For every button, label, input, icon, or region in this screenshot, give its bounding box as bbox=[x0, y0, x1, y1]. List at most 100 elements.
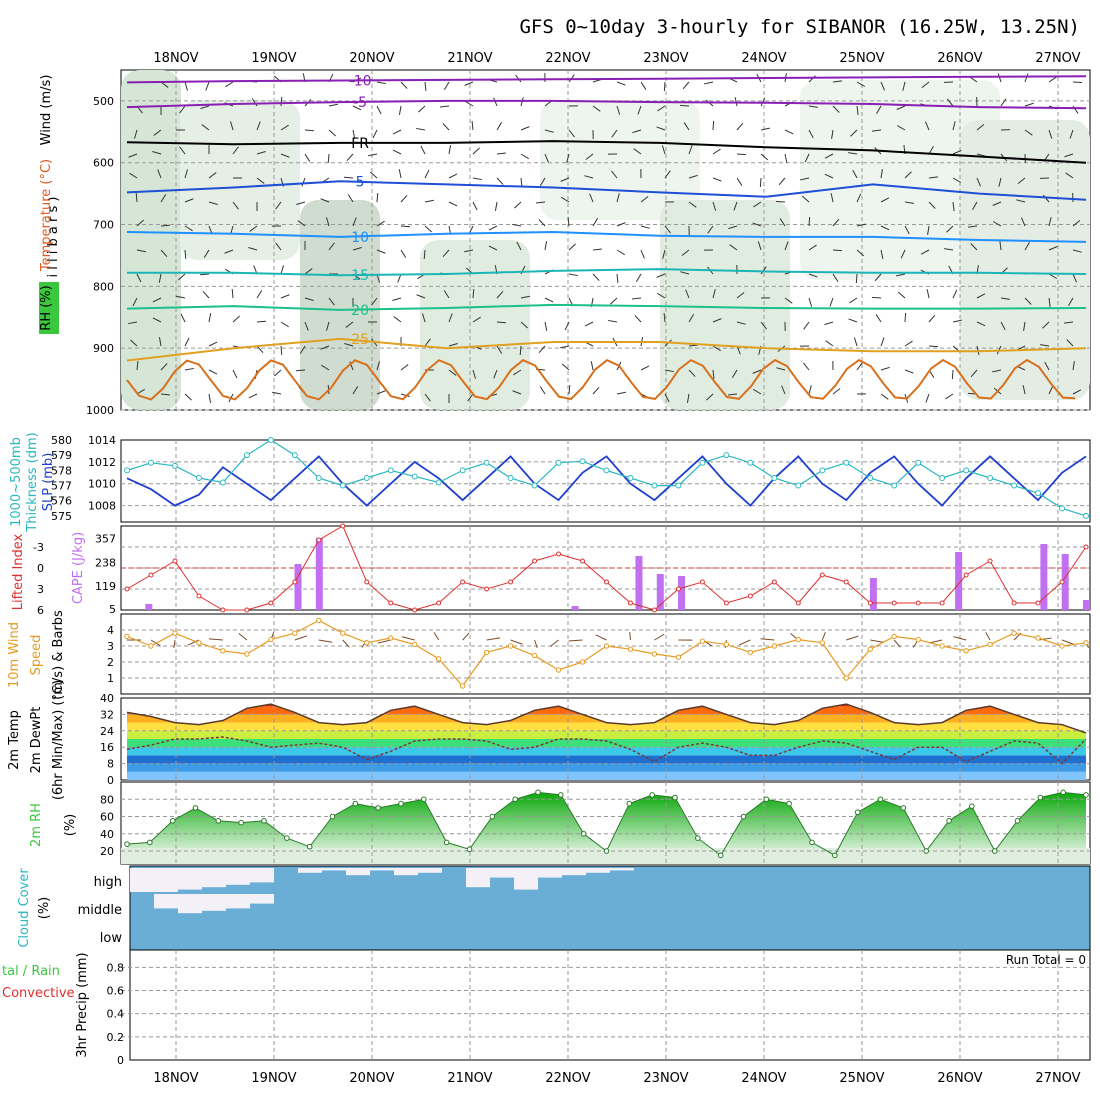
wind-barb bbox=[321, 364, 330, 371]
lifted-index-point bbox=[963, 572, 969, 578]
wind-barb bbox=[352, 217, 357, 227]
wind-barb bbox=[345, 321, 354, 328]
thickness-point bbox=[747, 459, 754, 466]
wind-barb bbox=[472, 288, 475, 299]
wind-barb bbox=[688, 369, 696, 377]
wind-barb bbox=[448, 343, 458, 347]
wind-barb bbox=[184, 169, 188, 179]
wind-barb bbox=[904, 225, 910, 235]
wind-barb bbox=[952, 150, 962, 155]
cape-bar bbox=[571, 606, 579, 610]
lifted-index-point bbox=[532, 558, 538, 564]
wind-barb bbox=[280, 294, 290, 299]
wind-barb bbox=[304, 153, 311, 162]
p1-label-wind: Wind (m/s) bbox=[39, 75, 54, 146]
rh-shade bbox=[121, 70, 181, 410]
wind-barb bbox=[199, 273, 210, 276]
mid-cloud bbox=[226, 894, 250, 909]
wind-barb-10m bbox=[654, 633, 665, 641]
thickness-point bbox=[723, 452, 730, 459]
wind-barb bbox=[424, 199, 434, 203]
wind-speed-point bbox=[891, 633, 897, 640]
rh-point bbox=[421, 796, 427, 803]
wind-barb bbox=[304, 321, 309, 331]
wind-barb bbox=[830, 193, 834, 203]
wind-barb bbox=[232, 201, 239, 210]
lifted-index-point bbox=[172, 558, 178, 564]
wind-tick-label: 3 bbox=[107, 640, 114, 653]
rh-point bbox=[717, 852, 724, 859]
wind-barb bbox=[832, 249, 843, 252]
wind-speed-point bbox=[531, 652, 538, 659]
wind-barb bbox=[320, 198, 330, 203]
wind-barb bbox=[368, 153, 378, 157]
slp-tick-label: 1008 bbox=[88, 500, 116, 513]
wind-barb bbox=[400, 364, 409, 371]
wind-barb bbox=[448, 313, 453, 323]
high-cloud bbox=[322, 868, 346, 871]
wind-speed-point bbox=[651, 651, 658, 657]
wind-barb bbox=[997, 73, 1002, 83]
wind-barb bbox=[880, 249, 884, 259]
wind-barb bbox=[664, 393, 670, 403]
wind-barb bbox=[880, 337, 885, 347]
isotherm-label: FR bbox=[351, 136, 369, 152]
isotherm-10 bbox=[126, 230, 1087, 243]
p5-label-2: 2m DewPt bbox=[29, 707, 44, 774]
thickness-point bbox=[819, 467, 826, 474]
rh-shade bbox=[420, 240, 530, 410]
rh-point bbox=[375, 805, 381, 811]
wind-barb bbox=[1000, 98, 1007, 107]
wind-tick-label: 4 bbox=[107, 624, 114, 637]
rh-point bbox=[991, 848, 998, 854]
wind-barb bbox=[1048, 129, 1053, 139]
wind-barb bbox=[400, 393, 410, 397]
thickness-point bbox=[579, 458, 586, 465]
rh-shade bbox=[300, 200, 380, 410]
lifted-index-point bbox=[867, 600, 873, 606]
wind-barb bbox=[496, 290, 504, 299]
thickness-point bbox=[915, 459, 922, 466]
rh-point bbox=[306, 843, 313, 850]
p5-label-1: 2m Temp bbox=[7, 710, 22, 770]
p1-label-rh: RH (%) bbox=[39, 285, 54, 330]
wind-barb bbox=[376, 249, 386, 254]
wind-barb bbox=[392, 297, 402, 301]
wind-barb bbox=[538, 219, 546, 227]
wind-tick-label: 1 bbox=[107, 672, 114, 685]
wind-barb bbox=[1024, 129, 1033, 136]
wind-barb-10m bbox=[846, 635, 859, 641]
rh-base bbox=[121, 848, 1090, 864]
wind-barb bbox=[657, 292, 666, 299]
wind-barb-10m bbox=[629, 631, 631, 641]
wind-barb bbox=[472, 316, 481, 323]
thickness-point bbox=[147, 459, 154, 466]
rh-tick-label: 20 bbox=[100, 845, 114, 858]
wind-barb bbox=[208, 341, 218, 347]
wind-barb bbox=[664, 170, 671, 179]
mid-cloud bbox=[202, 894, 226, 911]
wind-barb bbox=[248, 393, 258, 399]
wind-barb bbox=[896, 125, 906, 131]
wind-barb bbox=[640, 365, 650, 371]
rh-point bbox=[489, 813, 496, 820]
wind-barb bbox=[685, 289, 690, 299]
wind-barb bbox=[1023, 321, 1026, 331]
wind-barb bbox=[855, 273, 858, 284]
p2-label-slp: SLP (mb) bbox=[41, 453, 56, 512]
wind-speed-point bbox=[483, 649, 490, 656]
date-tick-label: 18NOV bbox=[153, 1071, 198, 1086]
temp-band bbox=[127, 739, 1086, 748]
wind-barb bbox=[801, 195, 810, 203]
wind-barb bbox=[251, 98, 258, 107]
wind-barb bbox=[301, 177, 306, 187]
wind-speed-point bbox=[340, 630, 346, 636]
lifted-index-point bbox=[268, 600, 274, 606]
wind-barb bbox=[152, 297, 162, 303]
wind-speed-point bbox=[220, 648, 226, 654]
wind-barb bbox=[134, 129, 138, 139]
high-cloud bbox=[490, 868, 514, 878]
p4-label-2: Speed bbox=[29, 635, 44, 676]
wind-barb bbox=[856, 249, 865, 257]
rh-shade bbox=[800, 80, 1000, 280]
